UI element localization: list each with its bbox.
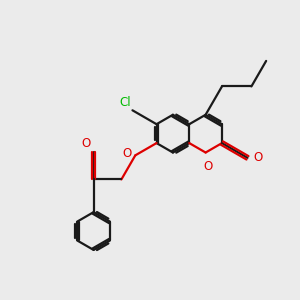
- Text: O: O: [204, 160, 213, 173]
- Text: Cl: Cl: [119, 96, 131, 109]
- Text: O: O: [82, 137, 91, 150]
- Text: O: O: [123, 147, 132, 160]
- Text: O: O: [254, 151, 262, 164]
